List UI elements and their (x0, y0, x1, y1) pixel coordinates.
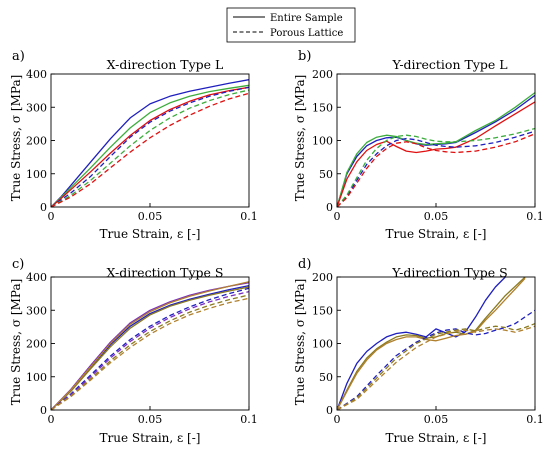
panel-c-ytick-label: 200 (26, 338, 47, 351)
panel-c-series-blue-solid (51, 284, 249, 410)
panel-d-series-olive-solid (337, 277, 526, 410)
panel-b-series-red-dashed (337, 133, 535, 207)
panel-a-ytick-label: 200 (26, 135, 47, 148)
panel-a-ytick-label: 0 (40, 201, 47, 214)
panel-c-xtick-label: 0.05 (138, 413, 163, 426)
panel-c-series-purple-dashed (51, 290, 249, 410)
panel-c-series-olive-solid (51, 286, 249, 410)
panel-a-ytick-label: 100 (26, 168, 47, 181)
panel-b: b) Y-direction Type L True Stress, σ [MP… (293, 49, 544, 241)
panel-a-plot: 0 0.05 0.1 0 100 200 300 400 (26, 68, 258, 223)
panel-a-series-group (51, 79, 249, 207)
panel-a-ylabel: True Stress, σ [MPa] (9, 75, 23, 202)
panel-a-letter: a) (12, 49, 25, 64)
panel-c-xlabel: True Strain, ε [-] (100, 431, 201, 445)
panel-b-series-green-dashed (337, 127, 535, 207)
panel-b-xlabel: True Strain, ε [-] (386, 227, 487, 241)
panel-b-ytick-label: 50 (319, 168, 333, 181)
panel-c-series-group (51, 281, 249, 410)
panel-a-ytick-label: 400 (26, 68, 47, 81)
legend-box (226, 7, 356, 43)
panel-b-series-red-solid (337, 101, 535, 207)
panel-a-axes-frame (50, 73, 250, 208)
panel-c-series-blue-dashed (51, 287, 249, 410)
panel-a-series-green-solid (51, 84, 249, 207)
panel-d-letter: d) (298, 257, 311, 272)
panel-d-series-blue-dashed (337, 309, 535, 410)
panel-a: a) X-direction Type L True Stress, σ [MP… (9, 49, 258, 241)
panel-d-ytick-label: 0 (326, 404, 333, 417)
panel-d-series-brown-solid (337, 277, 526, 410)
panel-c-ytick-label: 0 (40, 404, 47, 417)
panel-d-ytick-label: 50 (319, 371, 333, 384)
panel-c-ytick-label: 400 (26, 271, 47, 284)
panel-b-ytick-label: 100 (312, 135, 333, 148)
panel-d-ylabel: True Stress, σ [MPa] (293, 279, 307, 406)
panel-d-series-group (337, 277, 535, 410)
panel-b-ylabel: True Stress, σ [MPa] (293, 75, 307, 202)
panel-a-series-blue-dashed (51, 86, 249, 207)
panel-a-xtick-label: 0.1 (240, 210, 258, 223)
panel-d-ytick-label: 100 (312, 338, 333, 351)
panel-d-xtick-label: 0.05 (424, 413, 449, 426)
legend-dashed-label: Porous Lattice (270, 28, 343, 39)
panel-c-title: X-direction Type S (107, 265, 224, 280)
panel-d-series-blue-solid (337, 277, 506, 410)
panel-b-title: Y-direction Type L (391, 57, 507, 72)
panel-d-plot: 0 0.05 0.1 0 50 100 150 200 (312, 271, 544, 426)
panel-c-plot: 0 0.05 0.1 0 100 200 300 400 (26, 271, 258, 426)
panel-d-series-brown-dashed (337, 325, 535, 410)
panel-b-ytick-label: 150 (312, 101, 333, 114)
panel-b-xtick-label: 0.05 (424, 210, 449, 223)
panel-c-series-brown-dashed (51, 297, 249, 410)
panel-c-letter: c) (12, 257, 24, 272)
panel-a-xtick-label: 0 (48, 210, 55, 223)
panel-d-xlabel: True Strain, ε [-] (386, 431, 487, 445)
panel-d-ytick-label: 150 (312, 304, 333, 317)
panel-c-series-olive-dashed (51, 294, 249, 410)
panel-c-xtick-label: 0 (48, 413, 55, 426)
panel-d-xtick-label: 0 (334, 413, 341, 426)
panel-b-letter: b) (298, 49, 311, 64)
panel-c-ytick-label: 300 (26, 304, 47, 317)
panel-c-axes-frame (50, 276, 250, 411)
legend: Entire Sample Porous Lattice (226, 7, 356, 43)
panel-a-series-red-solid (51, 86, 249, 207)
panel-d: d) Y-direction Type S True Stress, σ [MP… (293, 257, 544, 445)
panel-c-ytick-label: 100 (26, 371, 47, 384)
panel-b-ytick-label: 0 (326, 201, 333, 214)
panel-a-ytick-label: 300 (26, 101, 47, 114)
panel-b-plot: 0 0.05 0.1 0 50 100 150 200 (312, 68, 544, 223)
panel-c: c) X-direction Type S True Stress, σ [MP… (9, 257, 258, 445)
panel-a-series-green-dashed (51, 89, 249, 207)
panel-b-xtick-label: 0.1 (526, 210, 544, 223)
panel-a-title: X-direction Type L (107, 57, 224, 72)
panel-a-series-red-dashed (51, 92, 249, 207)
panel-a-series-blue-solid (51, 79, 249, 207)
panel-d-title: Y-direction Type S (391, 265, 507, 280)
panel-b-series-blue-dashed (337, 130, 535, 207)
panel-c-ylabel: True Stress, σ [MPa] (9, 279, 23, 406)
panel-c-series-brown-solid (51, 281, 249, 410)
panel-a-xlabel: True Strain, ε [-] (100, 227, 201, 241)
legend-solid-label: Entire Sample (270, 13, 343, 24)
panel-c-xtick-label: 0.1 (240, 413, 258, 426)
panel-b-series-group (337, 92, 535, 207)
panel-a-xtick-label: 0.05 (138, 210, 163, 223)
panel-b-ytick-label: 200 (312, 68, 333, 81)
panel-d-xtick-label: 0.1 (526, 413, 544, 426)
panel-d-series-olive-dashed (337, 322, 535, 410)
panel-d-ytick-label: 200 (312, 271, 333, 284)
panel-b-xtick-label: 0 (334, 210, 341, 223)
